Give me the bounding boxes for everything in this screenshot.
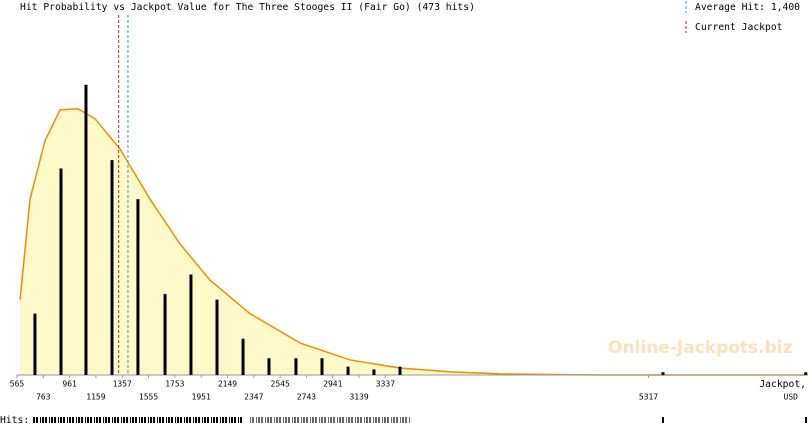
x-tick-label: 565 bbox=[10, 380, 25, 389]
x-tick-label: 2347 bbox=[244, 393, 263, 402]
hits-rug bbox=[805, 417, 807, 423]
hits-rug bbox=[250, 417, 410, 423]
bar bbox=[163, 294, 167, 375]
fit-curve bbox=[19, 108, 806, 376]
chart-title: Hit Probability vs Jackpot Value for The… bbox=[20, 2, 475, 13]
bar bbox=[110, 160, 114, 375]
bar bbox=[189, 274, 193, 375]
bar bbox=[346, 366, 350, 375]
x-axis-label: Jackpot, bbox=[759, 379, 806, 390]
x-tick-label: 3337 bbox=[376, 380, 395, 389]
bar bbox=[136, 199, 140, 375]
bar bbox=[241, 338, 245, 375]
x-tick-label: 1753 bbox=[165, 380, 184, 389]
bar bbox=[294, 358, 298, 375]
x-tick-label: 1357 bbox=[113, 380, 132, 389]
x-tick-label: 763 bbox=[36, 393, 51, 402]
x-tick-label: 3139 bbox=[349, 393, 368, 402]
rug-label: Hits: bbox=[0, 415, 29, 425]
x-tick-label: 2941 bbox=[323, 380, 342, 389]
x-axis-unit: USD bbox=[784, 393, 799, 402]
bar bbox=[33, 313, 37, 375]
bar bbox=[398, 366, 402, 375]
bar bbox=[320, 358, 324, 375]
x-tick-label: 961 bbox=[62, 380, 77, 389]
hits-rug bbox=[33, 417, 243, 423]
x-tick-label: 1951 bbox=[192, 393, 211, 402]
bar bbox=[84, 84, 88, 375]
hits-rug bbox=[662, 417, 664, 423]
x-tick-label: 1555 bbox=[139, 393, 158, 402]
watermark: Online-Jackpots.biz bbox=[608, 338, 793, 358]
legend-label: Current Jackpot bbox=[695, 22, 783, 33]
bar bbox=[661, 372, 665, 375]
legend-label: Average Hit: 1,400 bbox=[695, 2, 800, 13]
bar bbox=[215, 299, 219, 375]
x-tick-label: 2149 bbox=[218, 380, 237, 389]
bar bbox=[59, 168, 63, 375]
bar bbox=[804, 372, 808, 375]
x-tick-label: 2743 bbox=[297, 393, 316, 402]
x-tick-label: 5317 bbox=[639, 393, 658, 402]
bar bbox=[267, 358, 271, 375]
x-tick-label: 1159 bbox=[86, 393, 105, 402]
bar bbox=[372, 369, 376, 375]
x-tick-label: 2545 bbox=[271, 380, 290, 389]
